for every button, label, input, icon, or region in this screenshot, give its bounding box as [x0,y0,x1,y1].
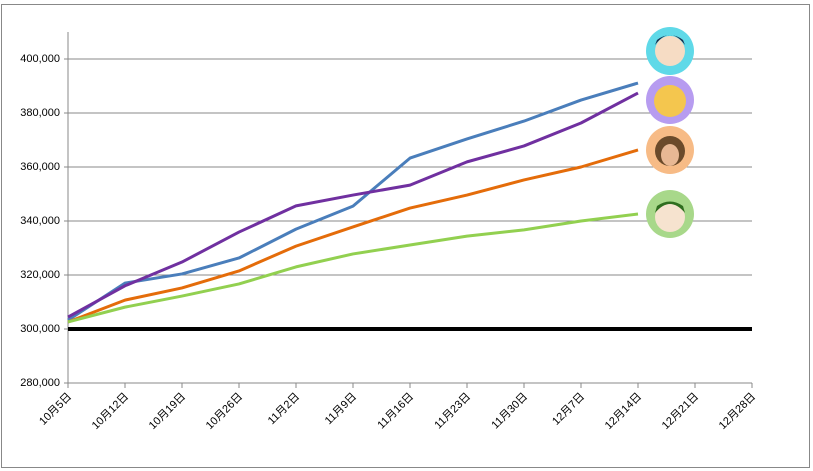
avatar-2-face [654,85,686,117]
y-tick-label: 320,000 [20,269,60,281]
avatar-3-face [661,144,679,166]
avatar-4-face [655,202,685,232]
avatar-1-hair [655,35,685,45]
avatar-1-face [655,36,685,66]
avatars [646,27,694,238]
series-line [67,91,639,319]
series-line [67,148,639,324]
avatar-4-hair [655,201,685,213]
y-tick-label: 380,000 [20,107,60,119]
series-line [67,212,639,324]
y-tick-label: 300,000 [20,323,60,335]
y-tick-label: 400,000 [20,53,60,65]
y-tick-label: 280,000 [20,377,60,389]
y-tick-label: 340,000 [20,215,60,227]
series-line [67,81,639,322]
y-tick-label: 360,000 [20,161,60,173]
